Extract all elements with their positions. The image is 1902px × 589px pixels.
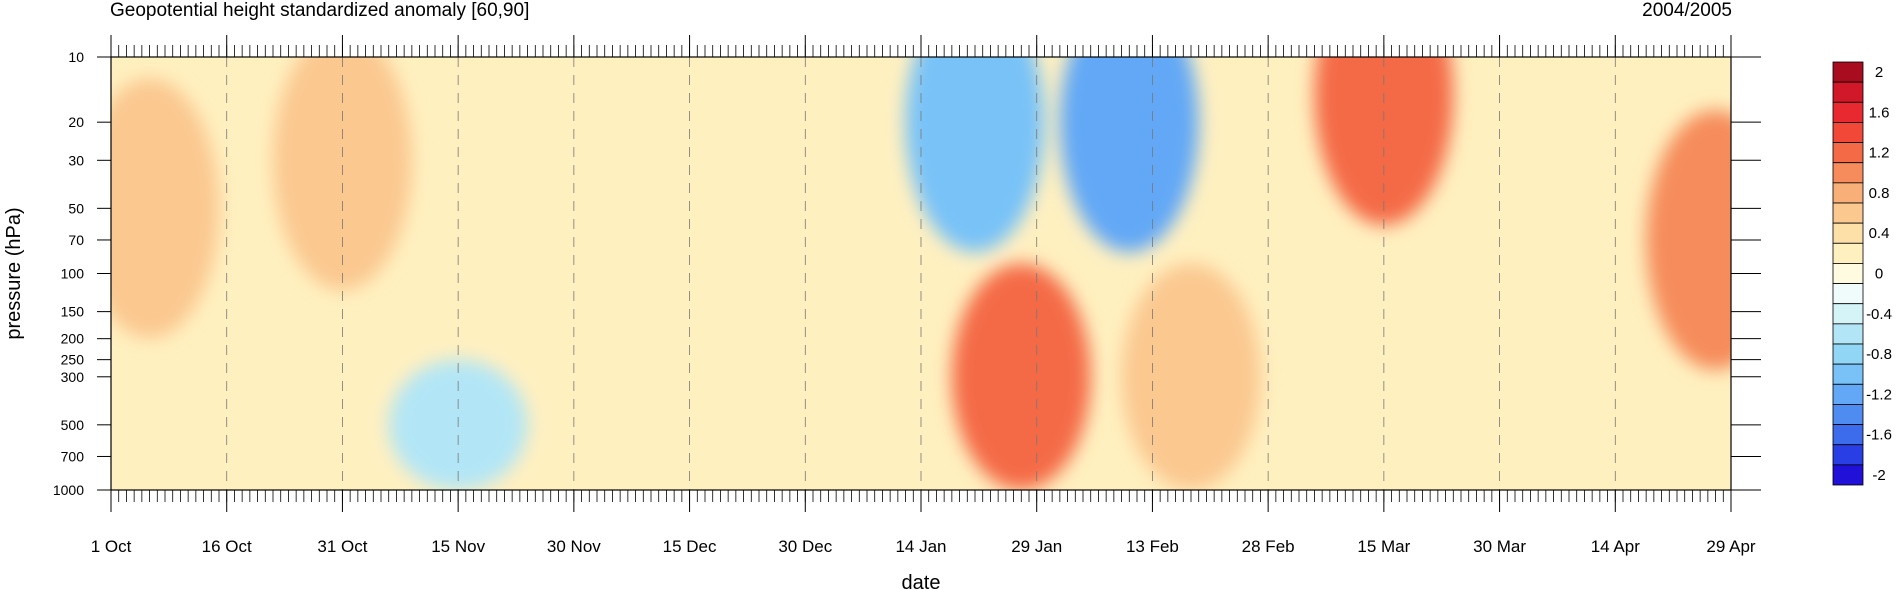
colorbar-label: 0.8	[1869, 185, 1890, 202]
season-label: 2004/2005	[1642, 0, 1732, 21]
colorbar-swatch	[1832, 283, 1864, 305]
anomaly-region-3	[905, 57, 1045, 253]
colorbar-swatch	[1832, 404, 1864, 425]
colorbar-label: 0	[1875, 266, 1883, 283]
x-tick-label: 29 Jan	[1011, 537, 1062, 556]
colorbar-label: -1.6	[1866, 427, 1892, 444]
colorbar-label: -0.4	[1866, 306, 1892, 323]
y-tick-label: 100	[61, 266, 85, 282]
colorbar-swatch	[1832, 444, 1864, 466]
anomaly-region-5	[1059, 57, 1199, 253]
y-tick-label: 150	[61, 304, 85, 320]
x-tick-label: 15 Dec	[663, 537, 717, 556]
colorbar-swatch	[1832, 303, 1864, 325]
anomaly-field	[111, 57, 1731, 490]
colorbar-swatch	[1832, 81, 1864, 103]
y-tick-label: 10	[68, 49, 84, 65]
anomaly-region-0	[111, 78, 219, 339]
y-tick-label: 200	[61, 331, 85, 347]
colorbar-swatch	[1832, 263, 1864, 284]
x-tick-label: 30 Nov	[547, 537, 601, 556]
colorbar-label: -0.8	[1866, 346, 1892, 363]
anomaly-region-1	[273, 57, 412, 291]
colorbar-swatch	[1832, 424, 1864, 446]
x-tick-label: 15 Nov	[431, 537, 485, 556]
chart-title: Geopotential height standardized anomaly…	[110, 0, 530, 21]
x-tick-label: 14 Jan	[895, 537, 946, 556]
y-tick-label: 1000	[53, 482, 84, 498]
colorbar-swatch	[1832, 122, 1864, 143]
y-tick-label: 500	[61, 417, 85, 433]
x-axis: 1 Oct 16 Oct 31 Oct 15 Nov 30 Nov 15 Dec 30 De…	[91, 35, 1756, 556]
colorbar-label: 1.2	[1869, 145, 1890, 162]
anomaly-region-7	[1314, 57, 1454, 225]
colorbar-label: -1.2	[1866, 386, 1892, 403]
x-tick-label: 1 Oct	[91, 537, 132, 556]
x-tick-label: 31 Oct	[317, 537, 367, 556]
y-tick-label: 300	[61, 369, 85, 385]
colorbar-swatch	[1832, 323, 1864, 345]
field-blobs	[111, 57, 1731, 490]
y-tick-label: 70	[68, 232, 84, 248]
colorbar-swatch	[1832, 61, 1864, 83]
colorbar-label: 0.4	[1869, 225, 1890, 242]
colorbar-swatch	[1832, 343, 1864, 365]
x-tick-label: 16 Oct	[202, 537, 252, 556]
x-tick-label: 14 Apr	[1591, 537, 1640, 556]
colorbar-swatch	[1832, 242, 1864, 264]
anomaly-region-4	[951, 263, 1091, 490]
colorbar-swatch	[1832, 222, 1864, 244]
colorbar-label: 2	[1875, 64, 1883, 81]
x-tick-label: 15 Mar	[1357, 537, 1410, 556]
colorbar-swatch	[1832, 383, 1864, 405]
colorbar-label: 1.6	[1869, 104, 1890, 121]
colorbar-swatch	[1832, 182, 1864, 204]
x-tick-label: 30 Dec	[778, 537, 832, 556]
x-axis-label: date	[902, 572, 941, 589]
y-tick-label: 30	[68, 152, 84, 168]
colorbar-swatch	[1832, 142, 1864, 164]
y-tick-label: 700	[61, 448, 85, 464]
y-axis-label: pressure (hPa)	[3, 207, 25, 339]
y-tick-label: 50	[68, 200, 84, 216]
x-tick-label: 29 Apr	[1706, 537, 1755, 556]
x-tick-label: 30 Mar	[1473, 537, 1526, 556]
anomaly-region-8	[1646, 110, 1731, 370]
y-tick-label: 250	[61, 352, 85, 368]
colorbar: 2 1.6 1.2 0.8 0.4 0 -0.4 -0.8 -1.2 -1.6 -2	[1832, 61, 1892, 486]
colorbar-swatch	[1832, 101, 1864, 123]
colorbar-swatch	[1832, 202, 1864, 224]
colorbar-label: -2	[1872, 467, 1885, 484]
x-tick-label: 28 Feb	[1242, 537, 1295, 556]
x-tick-label: 13 Feb	[1126, 537, 1179, 556]
anomaly-region-6	[1121, 263, 1261, 490]
y-tick-label: 20	[68, 114, 84, 130]
colorbar-swatch	[1832, 162, 1864, 184]
colorbar-swatch	[1832, 363, 1864, 385]
colorbar-swatch	[1832, 464, 1864, 486]
